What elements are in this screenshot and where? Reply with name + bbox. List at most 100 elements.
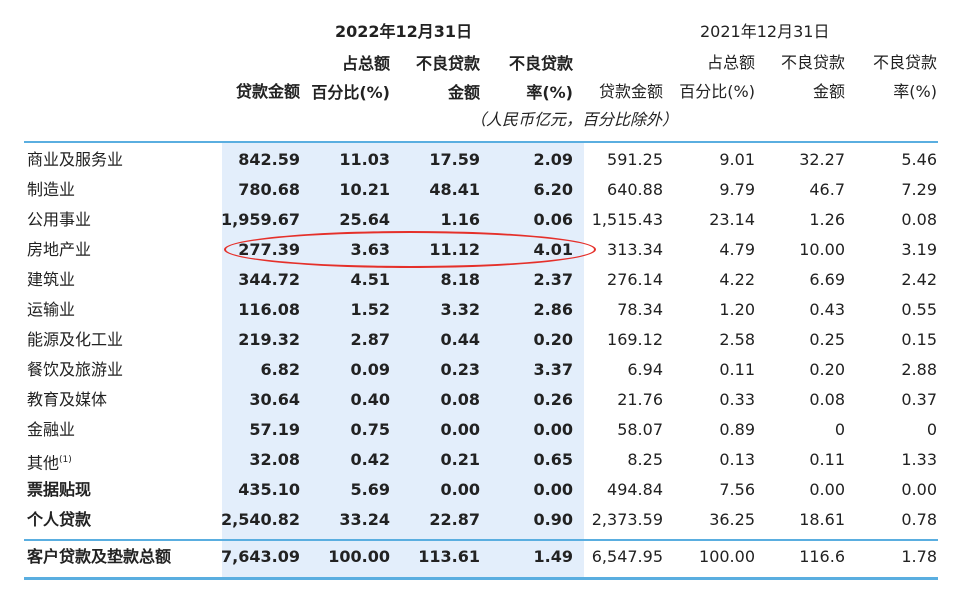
cell-value: 0.43 xyxy=(809,300,845,319)
cell-value: 0.44 xyxy=(440,330,480,349)
cell-value: 33.24 xyxy=(339,510,390,529)
header-npl-amt-top-2021: 不良贷款 xyxy=(780,53,845,72)
row-label: 客户贷款及垫款总额 xyxy=(27,547,171,567)
cell-value: 11.03 xyxy=(339,150,390,169)
cell-value: 6.69 xyxy=(809,270,845,289)
cell-value: 1.20 xyxy=(719,300,755,319)
row-label-text: 运输业 xyxy=(27,300,76,319)
cell-value: 0.09 xyxy=(350,360,390,379)
table-row: 能源及化工业 219.32 2.87 0.44 0.20 169.12 2.58 0.25 0.… xyxy=(0,325,960,355)
cell-value: 0 xyxy=(834,420,845,439)
table-row: 制造业 780.68 10.21 48.41 6.20 640.88 9.79 46.7 7.2… xyxy=(0,175,960,205)
header-share-top-2021: 占总额 xyxy=(706,53,755,72)
cell-value: 6.20 xyxy=(533,180,573,199)
cell-value: 1.49 xyxy=(533,547,573,566)
cell-value: 0.89 xyxy=(719,420,755,439)
cell-value: 0.11 xyxy=(719,360,755,379)
cell-value: 0.06 xyxy=(533,210,573,229)
header-npl-rate-2022: 不良贷款 率(%) xyxy=(508,54,573,102)
cell-value: 1.33 xyxy=(901,450,937,469)
cell-value: 494.84 xyxy=(607,480,663,499)
table-row: 票据贴现 435.10 5.69 0.00 0.00 494.84 7.56 0.00 0.00 xyxy=(0,475,960,505)
cell-value: 591.25 xyxy=(607,150,663,169)
cell-value: 22.87 xyxy=(429,510,480,529)
cell-value: 0.21 xyxy=(440,450,480,469)
row-label-text: 票据贴现 xyxy=(27,480,92,499)
cell-value: 0.00 xyxy=(809,480,845,499)
row-label-text: 公用事业 xyxy=(27,210,92,229)
cell-value: 57.19 xyxy=(249,420,300,439)
cell-value: 6,547.95 xyxy=(591,547,663,566)
cell-value: 0.00 xyxy=(533,480,573,499)
row-label-text: 制造业 xyxy=(27,180,76,199)
cell-value: 1.26 xyxy=(809,210,845,229)
table-row: 商业及服务业 842.59 11.03 17.59 2.09 591.25 9.01 32.2… xyxy=(0,145,960,175)
cell-value: 3.19 xyxy=(901,240,937,259)
cell-value: 0.08 xyxy=(809,390,845,409)
cell-value: 1,959.67 xyxy=(221,210,300,229)
cell-value: 8.18 xyxy=(440,270,480,289)
cell-value: 8.25 xyxy=(627,450,663,469)
row-label-text: 金融业 xyxy=(27,420,76,439)
cell-value: 113.61 xyxy=(418,547,480,566)
header-year-2022: 2022年12月31日 xyxy=(335,22,473,41)
cell-value: 1.52 xyxy=(350,300,390,319)
cell-value: 2.37 xyxy=(533,270,573,289)
cell-value: 0.00 xyxy=(533,420,573,439)
row-label: 票据贴现 xyxy=(27,480,91,500)
cell-value: 1,515.43 xyxy=(591,210,663,229)
header-npl-amt-bottom-2021: 金额 xyxy=(812,82,845,101)
cell-value: 7,643.09 xyxy=(221,547,300,566)
cell-value: 0.65 xyxy=(533,450,573,469)
cell-value: 0.20 xyxy=(533,330,573,349)
header-npl-rate-top-2021: 不良贷款 xyxy=(872,53,937,72)
cell-value: 36.25 xyxy=(709,510,755,529)
row-label: 其他(1) xyxy=(27,450,72,473)
row-label: 制造业 xyxy=(27,180,75,200)
header-share-2022: 占总额 百分比(%) xyxy=(311,54,390,102)
cell-value: 0.55 xyxy=(901,300,937,319)
cell-value: 25.64 xyxy=(339,210,390,229)
table-row: 金融业 57.19 0.75 0.00 0.00 58.07 0.89 0 0 xyxy=(0,415,960,445)
cell-value: 1.16 xyxy=(440,210,480,229)
cell-value: 4.22 xyxy=(719,270,755,289)
header-amount-2021: 贷款金额 xyxy=(598,82,663,101)
cell-value: 0.15 xyxy=(901,330,937,349)
total-row: 客户贷款及垫款总额 7,643.09 100.00 113.61 1.49 6,547.9… xyxy=(0,542,960,572)
cell-value: 5.46 xyxy=(901,150,937,169)
cell-value: 0.37 xyxy=(901,390,937,409)
cell-value: 5.69 xyxy=(350,480,390,499)
cell-value: 640.88 xyxy=(607,180,663,199)
row-label: 餐饮及旅游业 xyxy=(27,360,123,380)
highlight-band-2022 xyxy=(222,143,584,578)
row-label: 能源及化工业 xyxy=(27,330,123,350)
cell-value: 10.21 xyxy=(339,180,390,199)
row-label-text: 教育及媒体 xyxy=(27,390,108,409)
footnote-marker: (1) xyxy=(59,455,72,465)
cell-value: 9.79 xyxy=(719,180,755,199)
cell-value: 0.00 xyxy=(440,420,480,439)
row-label-text: 房地产业 xyxy=(27,240,92,259)
highlight-ellipse xyxy=(224,231,596,268)
cell-value: 48.41 xyxy=(429,180,480,199)
cell-value: 0.75 xyxy=(350,420,390,439)
cell-value: 2,540.82 xyxy=(221,510,300,529)
row-label-text: 能源及化工业 xyxy=(27,330,124,349)
cell-value: 435.10 xyxy=(238,480,300,499)
cell-value: 32.08 xyxy=(249,450,300,469)
cell-value: 219.32 xyxy=(238,330,300,349)
header-year-2021: 2021年12月31日 xyxy=(700,22,830,41)
cell-value: 4.51 xyxy=(350,270,390,289)
row-label: 金融业 xyxy=(27,420,75,440)
cell-value: 2.42 xyxy=(901,270,937,289)
row-label: 商业及服务业 xyxy=(27,150,123,170)
cell-value: 7.29 xyxy=(901,180,937,199)
cell-value: 17.59 xyxy=(429,150,480,169)
row-label: 教育及媒体 xyxy=(27,390,107,410)
row-label: 公用事业 xyxy=(27,210,91,230)
total-rule xyxy=(24,539,938,541)
cell-value: 0.42 xyxy=(350,450,390,469)
cell-value: 2,373.59 xyxy=(591,510,663,529)
cell-value: 3.32 xyxy=(440,300,480,319)
table-row: 餐饮及旅游业 6.82 0.09 0.23 3.37 6.94 0.11 0.20 2.88 xyxy=(0,355,960,385)
